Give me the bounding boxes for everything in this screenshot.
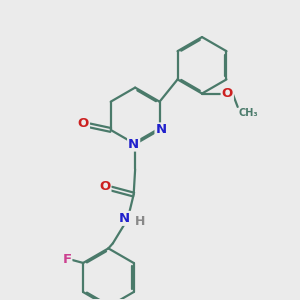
Text: CH₃: CH₃ xyxy=(238,108,258,118)
Text: N: N xyxy=(128,138,139,151)
Text: O: O xyxy=(78,118,89,130)
Text: N: N xyxy=(155,123,167,136)
Text: H: H xyxy=(135,215,146,228)
Text: N: N xyxy=(119,212,130,225)
Text: F: F xyxy=(62,254,71,266)
Text: O: O xyxy=(222,87,233,100)
Text: O: O xyxy=(99,180,110,193)
